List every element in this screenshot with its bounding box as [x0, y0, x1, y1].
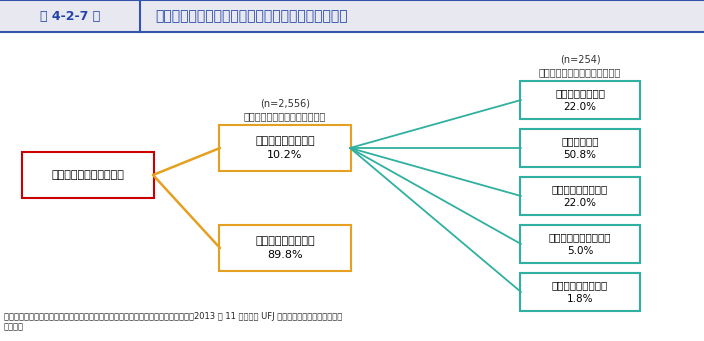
Text: どちらとも言えない
22.0%: どちらとも言えない 22.0%: [552, 184, 608, 208]
Text: (n=2,556): (n=2,556): [260, 99, 310, 109]
FancyBboxPatch shape: [520, 81, 640, 119]
FancyBboxPatch shape: [520, 177, 640, 215]
Text: 中小企業・小規模事業者: 中小企業・小規模事業者: [51, 170, 125, 180]
Text: 高く評価している
22.0%: 高く評価している 22.0%: [555, 88, 605, 112]
FancyBboxPatch shape: [520, 129, 640, 167]
FancyBboxPatch shape: [219, 125, 351, 171]
Text: 国の中小企業・小規模事業者施策の活用状況、評価: 国の中小企業・小規模事業者施策の活用状況、評価: [155, 9, 348, 23]
FancyBboxPatch shape: [22, 152, 154, 198]
Text: 中小企業・小規模事業者施策を: 中小企業・小規模事業者施策を: [539, 67, 621, 77]
Text: あまり評価していない
5.0%: あまり評価していない 5.0%: [548, 233, 611, 256]
Text: 第 4-2-7 図: 第 4-2-7 図: [40, 10, 100, 23]
Text: 活用したことがない
89.8%: 活用したことがない 89.8%: [255, 236, 315, 260]
Text: 活用したことがある
10.2%: 活用したことがある 10.2%: [255, 136, 315, 160]
Bar: [0, 0, 704, 32]
FancyBboxPatch shape: [520, 273, 640, 311]
Text: 中小企業・小規模事業者施策を: 中小企業・小規模事業者施策を: [244, 111, 326, 121]
FancyBboxPatch shape: [219, 225, 351, 271]
Text: 評価している
50.8%: 評価している 50.8%: [561, 136, 598, 160]
Text: 全く評価していない
1.8%: 全く評価していない 1.8%: [552, 280, 608, 303]
FancyBboxPatch shape: [520, 225, 640, 263]
Text: 資料：中小企業庁委託「中小企業支援機関の連携状況と施策認知度に関する調査」（2013 年 11 月、三菱 UFJ リサーチ＆コンサルティング
（株））: 資料：中小企業庁委託「中小企業支援機関の連携状況と施策認知度に関する調査」（20…: [4, 312, 342, 331]
Text: (n=254): (n=254): [560, 55, 601, 65]
